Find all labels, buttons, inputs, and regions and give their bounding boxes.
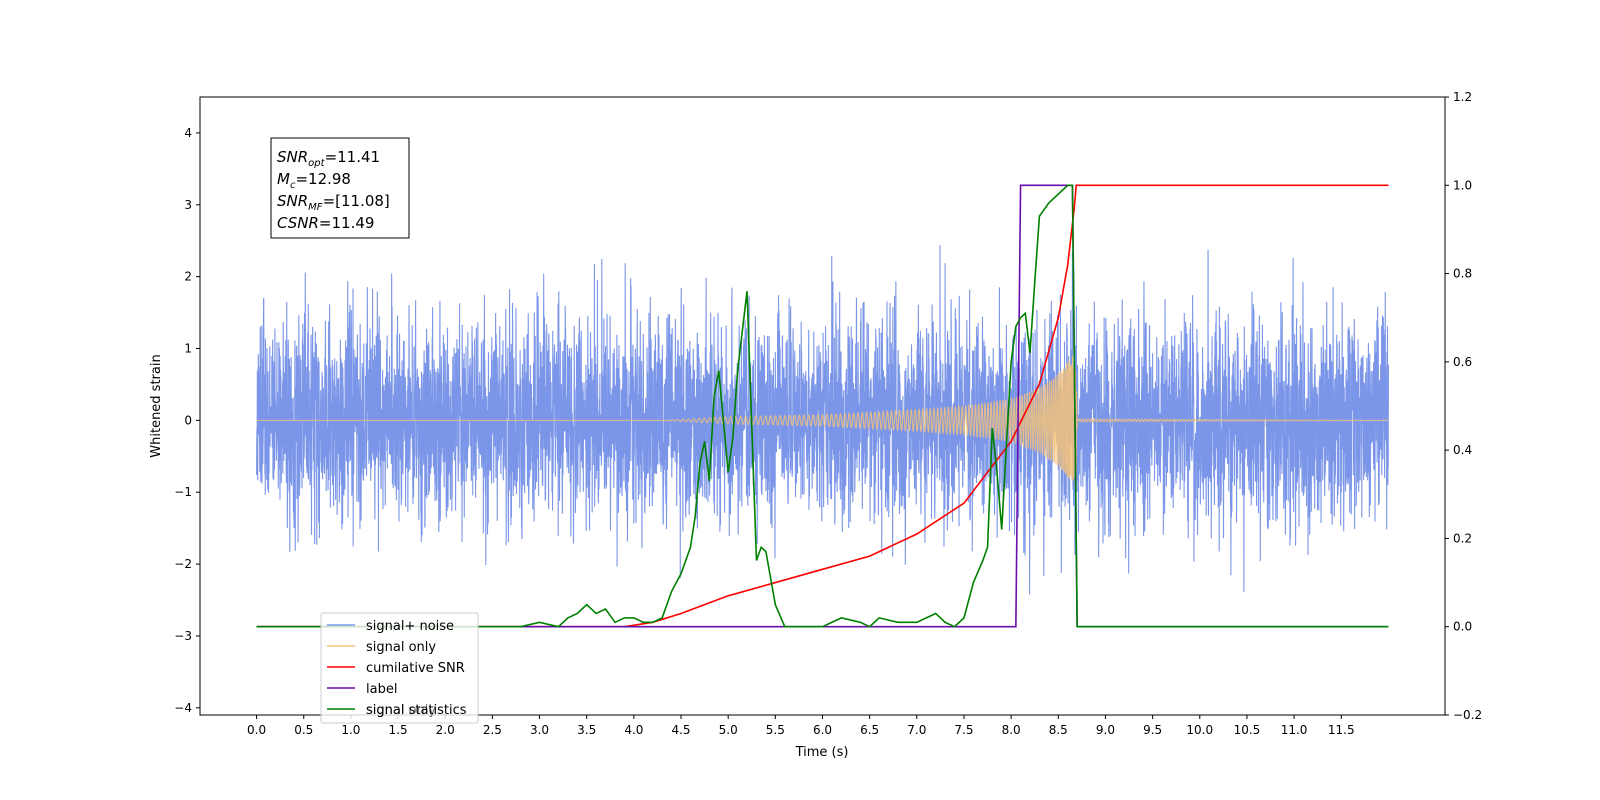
x-tick-label: 0.0 [247, 723, 266, 737]
y2-tick-label: 0.0 [1453, 620, 1472, 634]
series-layer [256, 184, 1389, 628]
y-axis-right: 1.2 1.0 0.8 0.6 0.4 0.2 0.0 −0.2 [1445, 90, 1482, 722]
annotation-frame [270, 137, 410, 239]
x-tick-label: 6.5 [860, 723, 879, 737]
series-cumilative-snr-line [256, 184, 1389, 628]
x-tick-label: 10.5 [1234, 723, 1261, 737]
x-tick-label: 4.0 [624, 723, 643, 737]
annotation-line: CSNR=11.49 [277, 214, 374, 232]
legend-entry-label: label [366, 682, 397, 697]
x-tick-label: 2.0 [436, 723, 455, 737]
legend-overlap-text: signal only [366, 703, 436, 718]
legend-entry-label: signal statistics [366, 703, 467, 718]
x-tick-label: 10.0 [1186, 723, 1213, 737]
x-tick-label: 4.5 [671, 723, 690, 737]
x-tick-label: 7.5 [954, 723, 973, 737]
y-tick-label: 4 [184, 126, 192, 140]
x-tick-label: 11.5 [1328, 723, 1355, 737]
x-tick-label: 1.0 [341, 723, 360, 737]
y-tick-label: −4 [174, 701, 192, 715]
x-tick-label: 3.5 [577, 723, 596, 737]
legend-entry-label: signal only [366, 640, 436, 655]
legend-frame [320, 612, 479, 724]
annotation-line: SNRopt=11.41 [277, 148, 380, 169]
x-tick-label: 1.5 [389, 723, 408, 737]
x-axis: 0.0 0.5 1.0 1.5 2.0 2.5 3.0 3.5 4.0 4.5 5.0 5.5 6.0 6… [247, 715, 1355, 737]
y2-tick-label: 0.2 [1453, 531, 1472, 545]
x-tick-label: 8.0 [1002, 723, 1021, 737]
y2-tick-label: 1.2 [1453, 90, 1472, 104]
series-signal-only-line [256, 355, 1389, 481]
y-tick-label: 2 [184, 270, 192, 284]
x-tick-label: 0.5 [294, 723, 313, 737]
y2-tick-label: 0.4 [1453, 443, 1472, 457]
legend-entry-label: signal+ noise [366, 619, 454, 634]
legend-entry-label: cumilative SNR [366, 661, 465, 676]
metrics-annotation-box: SNRopt=11.41Mc=12.98SNRMF=[11.08]CSNR=11… [270, 137, 410, 239]
x-tick-label: 9.0 [1096, 723, 1115, 737]
y-tick-label: 1 [184, 342, 192, 356]
x-axis-label: Time (s) [795, 745, 849, 760]
y2-tick-label: 1.0 [1453, 178, 1472, 192]
x-tick-label: 8.5 [1049, 723, 1068, 737]
y-axis-left: 4 3 2 1 0 −1 −2 −3 −4 [174, 126, 200, 715]
x-tick-label: 7.0 [907, 723, 926, 737]
series-signal-statistics-line [256, 184, 1389, 628]
y-tick-label: 3 [184, 198, 192, 212]
annotation-line: Mc=12.98 [277, 170, 351, 191]
y-tick-label: −2 [174, 557, 192, 571]
x-tick-label: 3.0 [530, 723, 549, 737]
x-tick-label: 5.0 [719, 723, 738, 737]
x-tick-label: 5.5 [766, 723, 785, 737]
y2-tick-label: 0.6 [1453, 355, 1472, 369]
y2-tick-label: 0.8 [1453, 267, 1472, 281]
x-tick-label: 9.5 [1143, 723, 1162, 737]
annotation-line: SNRMF=[11.08] [277, 192, 390, 213]
y2-tick-label: −0.2 [1453, 708, 1482, 722]
x-tick-label: 6.0 [813, 723, 832, 737]
y-tick-label: 0 [184, 413, 192, 427]
x-tick-label: 2.5 [483, 723, 502, 737]
x-tick-label: 11.0 [1281, 723, 1308, 737]
y-tick-label: −3 [174, 629, 192, 643]
y-axis-label: Whitened strain [149, 354, 164, 457]
legend: signal+ noise signal only cumilative SNR si… [320, 612, 479, 724]
series-signal-noise-line [256, 245, 1389, 595]
y-tick-label: −1 [174, 485, 192, 499]
